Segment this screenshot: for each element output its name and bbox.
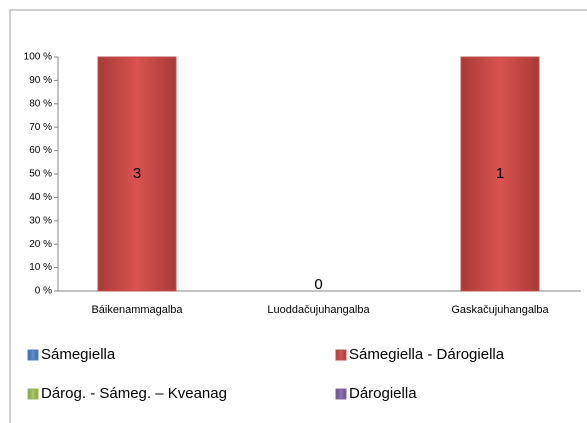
y-tick-label: 40 % [29,192,52,203]
x-tick-label: Luoddačujuhangalba [267,304,370,316]
legend-marker [335,349,347,361]
legend-label: Sámegiella [41,346,116,363]
legend-marker [27,349,39,361]
bar-segment [97,56,177,292]
bar-segment [460,56,540,292]
legend-marker [27,388,39,400]
y-tick-label: 30 % [29,215,52,226]
legend-label: Sámegiella - Dárogiella [349,346,505,363]
y-tick-label: 90 % [29,75,52,86]
y-tick-label: 70 % [29,122,52,133]
frame [9,9,587,423]
y-tick-label: 100 % [24,52,52,63]
y-tick-label: 80 % [29,98,52,109]
data-label: 1 [496,165,504,182]
data-label: 0 [314,276,322,293]
data-label: 3 [133,165,141,182]
x-tick-label: Báikenammagalba [91,304,183,316]
x-tick-label: Gaskačujuhangalba [451,304,549,316]
y-tick-label: 0 % [35,286,52,297]
y-tick-label: 50 % [29,169,52,180]
legend-label: Dárogiella [349,385,417,402]
y-tick-label: 60 % [29,145,52,156]
y-tick-label: 20 % [29,239,52,250]
legend-marker [335,388,347,400]
legend-label: Dárog. - Sámeg. – Kveanag [41,385,227,402]
y-tick-label: 10 % [29,262,52,273]
